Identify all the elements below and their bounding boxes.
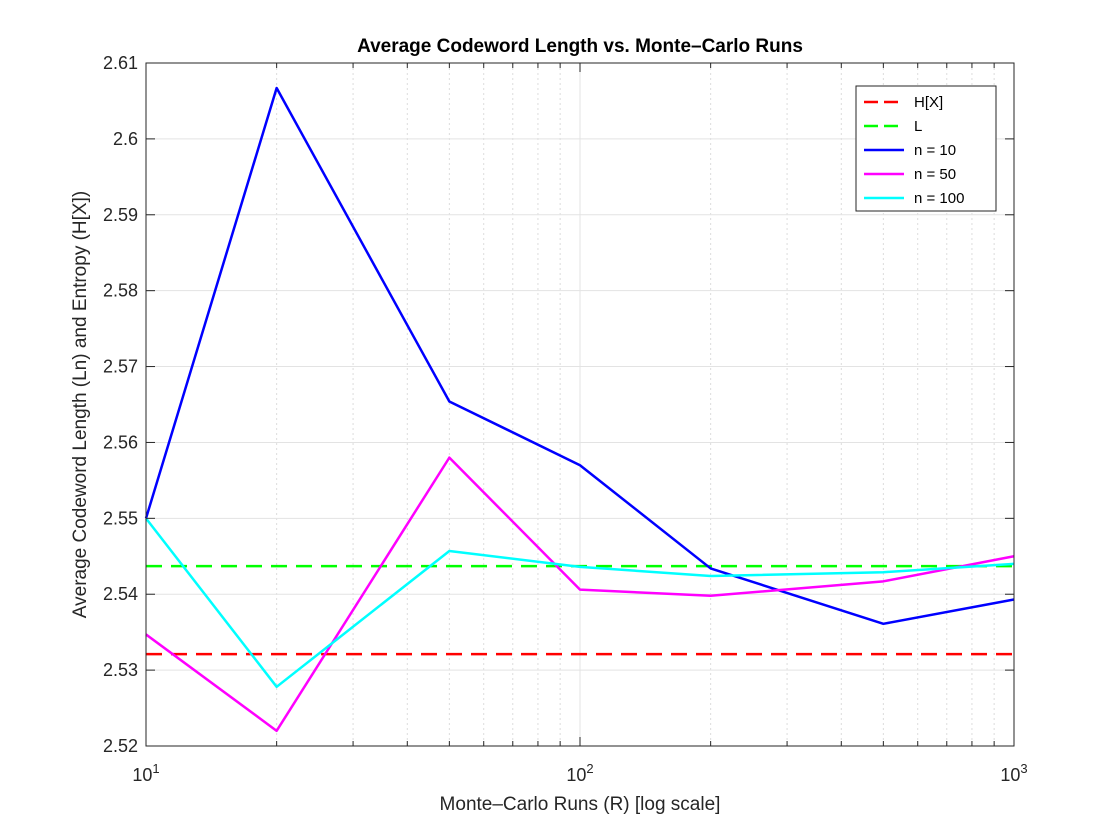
y-tick-label: 2.53 [103,660,138,680]
x-tick-label: 101 [132,761,159,785]
legend: H[X] Ln = 10 n = 50 n = 100 [855,85,997,212]
y-tick-label: 2.54 [103,584,138,604]
y-tick-label: 2.59 [103,205,138,225]
y-tick-label: 2.61 [103,53,138,73]
y-axis-label: Average Codeword Length (Ln) and Entropy… [70,191,91,618]
x-tick-label: 103 [1000,761,1027,785]
legend-label: n = 100 [914,190,964,207]
ticks: 101 102 103 2.52 2.53 2.54 2.55 2.56 2.57 2.58 2.5… [103,53,1028,785]
legend-label: n = 10 [914,142,956,159]
y-tick-label: 2.55 [103,508,138,528]
y-tick-label: 2.52 [103,736,138,756]
series-line-n-100 [145,517,1015,689]
series-lines [144,86,1015,733]
x-tick-label: 102 [566,761,593,785]
y-tick-label: 2.6 [113,129,138,149]
chart-title: Average Codeword Length vs. Monte–Carlo … [357,36,803,57]
series-line-n-10 [144,86,1015,626]
x-axis-label: Monte–Carlo Runs (R) [log scale] [440,794,721,815]
y-tick-label: 2.58 [103,281,138,301]
y-tick-label: 2.56 [103,432,138,452]
legend-label: H[X] [914,94,943,111]
legend-label: L [914,118,922,135]
y-tick-label: 2.57 [103,357,138,377]
legend-box [855,85,997,212]
legend-label: n = 50 [914,166,956,183]
series-line-n-50 [145,456,1015,733]
